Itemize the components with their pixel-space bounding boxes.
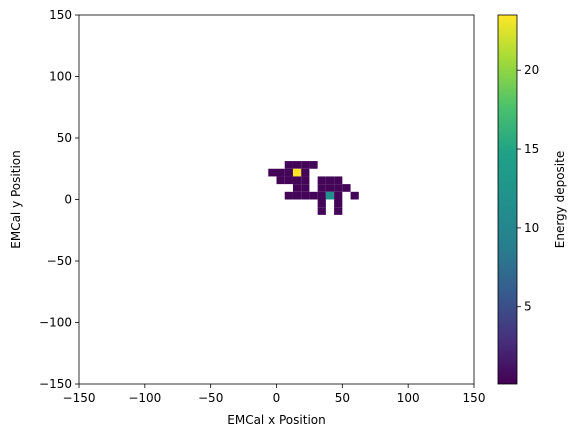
heatmap-cell	[317, 207, 326, 215]
heatmap-cell	[284, 176, 293, 185]
x-tick-label: 150	[463, 391, 486, 405]
heatmap-cell	[350, 191, 359, 200]
x-tick-label: 50	[335, 391, 350, 405]
heatmap-cell	[342, 184, 351, 192]
heatmap-cell	[334, 191, 343, 200]
heatmap-cell	[284, 161, 293, 169]
y-tick-label: −150	[39, 377, 72, 391]
heatmap-cell	[309, 161, 318, 169]
heatmap-cell	[301, 168, 310, 177]
heatmap-cell	[325, 184, 335, 192]
y-tick-label: 0	[64, 193, 72, 207]
colorbar-tick-label: 20	[524, 63, 539, 77]
heatmap-cell	[334, 207, 343, 215]
colorbar-tick-label: 10	[524, 221, 539, 235]
heatmap-cell	[292, 161, 302, 169]
heatmap-cell	[301, 176, 310, 185]
y-tick-label: 150	[49, 8, 72, 22]
y-tick-label: 100	[49, 70, 72, 84]
heatmap-cell	[301, 191, 310, 200]
x-tick-label: 100	[397, 391, 420, 405]
heatmap-cell	[325, 191, 335, 200]
heatmap-cell	[334, 199, 343, 208]
colorbar: 5 10 15 20 Energy deposite	[497, 14, 567, 385]
colorbar-tick-label: 5	[524, 300, 532, 314]
x-tick-label: 0	[273, 391, 281, 405]
heatmap-cell	[334, 184, 343, 192]
heatmap-cell	[292, 191, 302, 200]
x-tick-label: −150	[63, 391, 96, 405]
colorbar-label: Energy deposite	[553, 151, 567, 248]
heatmap-cell	[268, 168, 277, 177]
heatmap-cell	[292, 184, 302, 192]
plot-background	[79, 15, 474, 384]
heatmap-cell	[301, 184, 310, 192]
colorbar-ticks: 5 10 15 20	[517, 63, 539, 314]
heatmap-cell	[325, 176, 335, 185]
heatmap-cell	[334, 176, 343, 185]
heatmap-cell	[276, 168, 285, 177]
x-axis: −150 −100 −50 0 50 100 150	[63, 384, 486, 405]
heatmap-cell	[292, 168, 302, 177]
heatmap-cell	[317, 199, 326, 208]
heatmap-cell	[301, 161, 310, 169]
heatmap-cell	[276, 176, 285, 185]
heatmap-cell	[317, 184, 326, 192]
heatmap-cell	[292, 176, 302, 185]
y-axis-label: EMCal y Position	[9, 150, 23, 248]
y-tick-label: −50	[47, 254, 72, 268]
heatmap-cell	[317, 191, 326, 200]
x-tick-label: −100	[128, 391, 161, 405]
plot-area	[78, 14, 475, 385]
heatmap-cell	[284, 168, 293, 177]
y-tick-label: −100	[39, 316, 72, 330]
x-tick-label: −50	[198, 391, 223, 405]
heatmap-cells	[268, 161, 359, 215]
heatmap-cell	[309, 191, 318, 200]
y-axis: −150 −100 −50 0 50 100 150	[39, 8, 79, 391]
x-axis-label: EMCal x Position	[227, 413, 325, 427]
heatmap-cell	[317, 176, 326, 185]
heatmap-cell	[284, 191, 293, 200]
y-tick-label: 50	[57, 131, 72, 145]
colorbar-tick-label: 15	[524, 142, 539, 156]
colorbar-gradient	[497, 14, 518, 385]
